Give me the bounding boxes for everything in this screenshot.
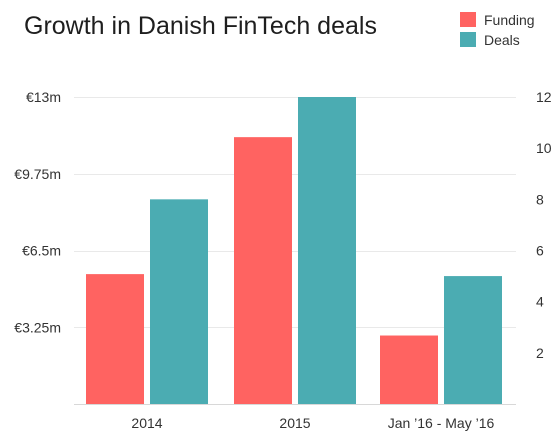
- left-axis: €3.25m €6.5m €9.75m €13m: [14, 89, 61, 335]
- legend-swatch-deals: [460, 32, 476, 47]
- left-tick-label: €3.25m: [14, 319, 61, 335]
- legend-label-deals: Deals: [484, 32, 520, 48]
- chart-title: Growth in Danish FinTech deals: [24, 12, 377, 40]
- gridlines: [74, 97, 516, 405]
- left-tick-label: €9.75m: [14, 166, 61, 182]
- bar-deals: [298, 97, 356, 404]
- bar-deals: [150, 199, 208, 404]
- bar-funding: [380, 335, 438, 404]
- x-axis: 2014 2015 Jan ’16 - May ’16: [131, 415, 494, 431]
- bar-deals: [444, 276, 502, 404]
- legend: Funding Deals: [460, 12, 535, 48]
- legend-label-funding: Funding: [484, 12, 535, 28]
- left-tick-label: €13m: [26, 89, 61, 105]
- right-tick-label: 4: [536, 294, 544, 310]
- category-label: Jan ’16 - May ’16: [388, 415, 495, 431]
- category-label: 2015: [279, 415, 310, 431]
- bar-funding: [234, 137, 292, 404]
- category-label: 2014: [131, 415, 162, 431]
- right-tick-label: 10: [536, 140, 552, 156]
- right-tick-label: 2: [536, 345, 544, 361]
- right-tick-label: 12: [536, 89, 552, 105]
- bars: [86, 97, 502, 404]
- right-tick-label: 6: [536, 243, 544, 259]
- right-axis: 2 4 6 8 10 12: [536, 89, 552, 361]
- right-tick-label: 8: [536, 191, 544, 207]
- legend-swatch-funding: [460, 12, 476, 27]
- bar-funding: [86, 274, 144, 404]
- left-tick-label: €6.5m: [22, 243, 61, 259]
